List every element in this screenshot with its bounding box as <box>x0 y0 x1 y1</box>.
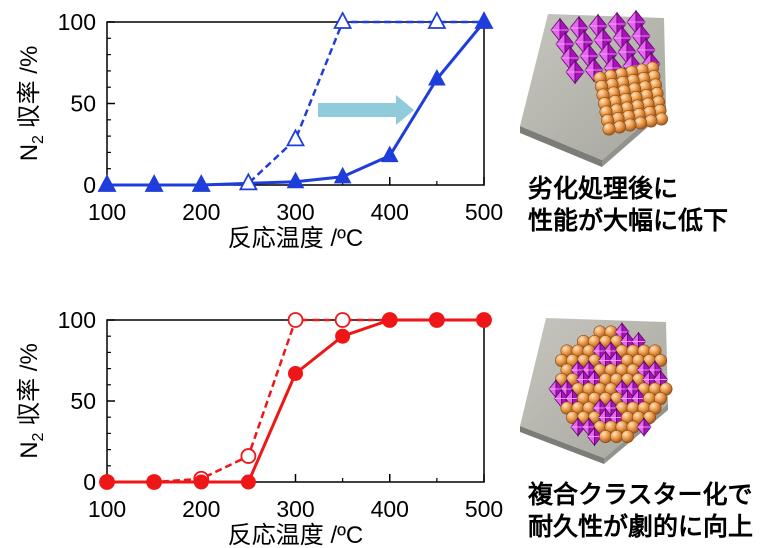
x-tick-label: 100 <box>88 496 126 522</box>
composite-cluster-illustration <box>520 318 673 464</box>
data-point <box>193 474 209 490</box>
data-point <box>287 312 304 328</box>
particle-cluster <box>550 9 668 136</box>
x-axis-title: 反応温度 /ºC <box>228 225 363 252</box>
x-axis-title: 反応温度 /ºC <box>228 522 363 548</box>
y-axis-title-main: N <box>16 441 43 458</box>
plot-frame <box>106 319 485 483</box>
data-point <box>99 474 115 490</box>
data-point <box>475 11 493 29</box>
magenta-octahedron <box>631 23 651 49</box>
x-tick-label: 500 <box>465 199 503 225</box>
x-tick-label: 400 <box>371 496 409 522</box>
data-point <box>382 312 398 328</box>
data-point <box>476 312 492 328</box>
orange-sphere <box>602 122 616 136</box>
y-tick-label: 0 <box>83 172 96 198</box>
data-point <box>427 11 447 29</box>
series-line-solid <box>107 318 484 484</box>
data-point <box>240 448 257 464</box>
shift-arrow <box>318 95 414 125</box>
orange-sphere <box>609 429 623 443</box>
magenta-octahedron <box>565 59 585 85</box>
y-tick-label: 100 <box>58 9 96 35</box>
yield-chart-bottom: 100 200 300 400 500 0 50 100 反応温度 /ºC N2 収率 /% <box>16 307 503 548</box>
data-point <box>428 68 446 86</box>
particle-cluster <box>548 322 673 447</box>
data-point <box>238 172 258 191</box>
series-line-dashed <box>107 318 484 484</box>
x-tick-label: 300 <box>276 199 314 225</box>
yield-chart-top: 100 200 300 400 500 0 50 100 反応温度 /ºC N2 収率 /% <box>16 9 503 252</box>
data-point <box>192 174 211 192</box>
data-point <box>286 171 305 189</box>
series-line-dashed <box>107 20 484 187</box>
y-tick-label: 100 <box>58 307 96 333</box>
y-axis-title-subscript: 2 <box>30 432 47 441</box>
data-point <box>98 174 116 192</box>
data-point <box>146 474 162 490</box>
x-tick-label: 500 <box>465 496 503 522</box>
y-axis-title: N2 収率 /% <box>16 343 47 459</box>
data-point <box>145 174 163 192</box>
slab-side <box>520 426 604 464</box>
data-point <box>286 128 305 147</box>
data-point <box>333 166 352 184</box>
data-point <box>240 474 256 490</box>
y-axis-title-unit: 収率 /% <box>16 343 43 432</box>
plot-frame <box>106 21 485 186</box>
x-tick-label: 400 <box>371 199 409 225</box>
caption-line: 劣化処理後に <box>528 174 679 203</box>
slab-side <box>520 126 602 167</box>
x-tick-label: 200 <box>182 199 220 225</box>
degraded-sample-illustration <box>520 9 668 167</box>
y-axis-title-subscript: 2 <box>30 135 47 144</box>
data-point <box>288 365 303 381</box>
y-tick-label: 50 <box>70 388 96 414</box>
data-point <box>380 145 399 163</box>
y-tick-label: 50 <box>70 91 96 117</box>
data-point <box>334 312 351 328</box>
orange-sphere <box>653 353 667 367</box>
data-point <box>333 11 353 29</box>
y-axis-title-main: N <box>16 144 43 161</box>
caption-bottom: 複合クラスター化で 耐久性が劇的に向上 <box>528 479 753 543</box>
x-tick-label: 200 <box>182 496 220 522</box>
magenta-octahedron <box>636 417 652 437</box>
orange-sphere <box>642 410 656 424</box>
orange-sphere <box>620 429 634 443</box>
series-line-solid <box>107 21 486 187</box>
magenta-octahedron <box>586 426 603 447</box>
y-axis-title: N2 収率 /% <box>16 46 47 162</box>
caption-top: 劣化処理後に 性能が大幅に低下 <box>528 173 728 237</box>
y-tick-label: 0 <box>83 469 96 495</box>
caption-line: 複合クラスター化で <box>528 480 753 509</box>
x-tick-label: 100 <box>88 199 126 225</box>
caption-line: 耐久性が劇的に向上 <box>528 512 754 541</box>
caption-line: 性能が大幅に低下 <box>528 206 729 235</box>
data-point <box>429 312 445 328</box>
data-point <box>335 328 351 344</box>
orange-sphere <box>598 429 612 443</box>
y-axis-title-unit: 収率 /% <box>16 46 43 135</box>
magenta-octahedron <box>603 341 619 361</box>
x-tick-label: 300 <box>276 496 314 522</box>
